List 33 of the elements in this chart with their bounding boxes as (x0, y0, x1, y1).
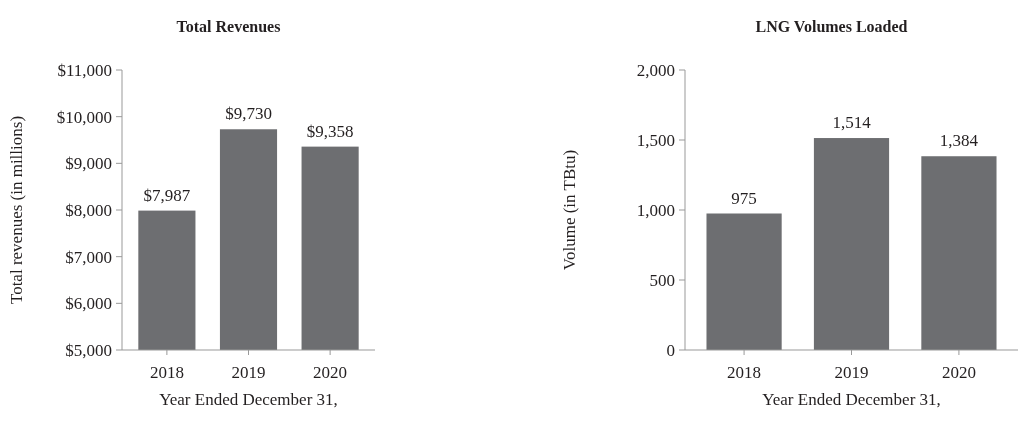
y-tick-label: $9,000 (65, 154, 112, 174)
x-tick-label: 2020 (313, 363, 348, 382)
x-tick-label: 2019 (834, 363, 869, 382)
x-tick-label: 2018 (727, 363, 762, 382)
y-tick-label: 2,000 (636, 60, 675, 80)
y-tick-label: $11,000 (57, 60, 112, 80)
y-tick-label: $8,000 (65, 200, 112, 220)
data-label: 1,384 (939, 131, 979, 151)
y-tick-label: $6,000 (65, 294, 112, 314)
y-axis-title: Volume (in TBtu) (560, 149, 579, 271)
y-tick-label: 1,500 (636, 130, 675, 150)
chart-title: Total Revenues (176, 18, 281, 35)
x-tick-label: 2018 (149, 363, 184, 382)
bar (921, 156, 997, 350)
x-axis-title: Year Ended December 31, (159, 390, 338, 409)
chart-title: LNG Volumes Loaded (755, 18, 908, 35)
bar (706, 213, 782, 350)
data-label: $9,358 (306, 121, 354, 141)
y-axis-title: Total revenues (in millions) (7, 115, 26, 305)
y-tick-label: 500 (649, 270, 675, 290)
y-tick-label: $10,000 (56, 107, 112, 127)
x-tick-label: 2019 (231, 363, 266, 382)
y-tick-label: $5,000 (65, 340, 112, 360)
x-axis-title: Year Ended December 31, (762, 390, 941, 409)
bar (813, 138, 890, 350)
y-tick-label: 1,000 (636, 200, 675, 220)
data-label: 1,514 (832, 113, 872, 133)
data-label: 975 (731, 188, 757, 208)
data-label: $9,730 (225, 104, 272, 124)
data-label: $7,987 (143, 185, 191, 205)
y-tick-label: $7,000 (65, 247, 112, 267)
x-tick-label: 2020 (941, 363, 976, 382)
y-tick-label: 0 (666, 340, 675, 360)
